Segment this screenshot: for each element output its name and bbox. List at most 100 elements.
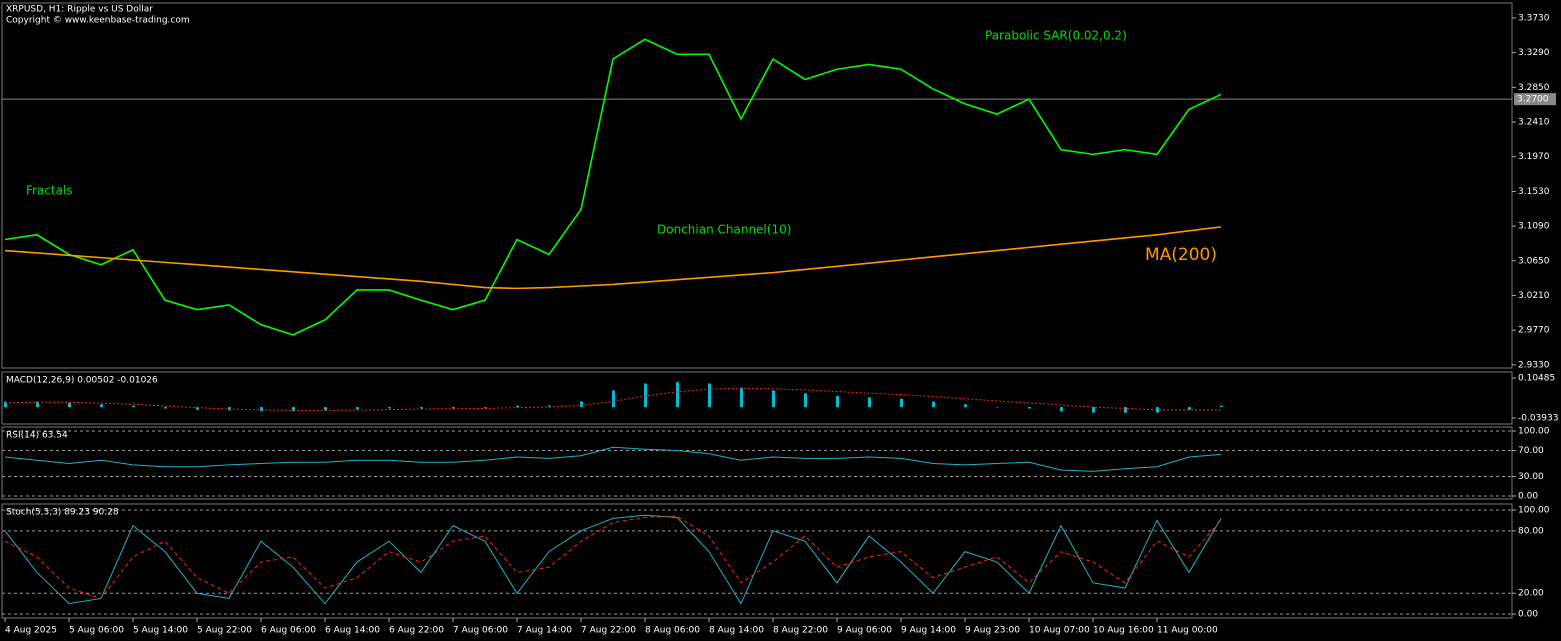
histogram-bar xyxy=(644,383,647,408)
x-tick-label: 9 Aug 14:00 xyxy=(901,626,956,636)
y-tick-label: 100.00 xyxy=(1518,427,1550,437)
histogram-bar xyxy=(548,405,551,408)
chart-title: XRPUSD, H1: Ripple vs US Dollar xyxy=(6,5,153,15)
series-line xyxy=(4,387,1221,411)
series-line xyxy=(4,514,1222,605)
panel-title: Stoch(5,3,3) 89.23 90.28 xyxy=(6,508,119,518)
histogram-bar xyxy=(1092,407,1095,413)
x-tick-label: 7 Aug 14:00 xyxy=(517,626,572,636)
histogram-bar xyxy=(836,395,839,408)
x-tick-label: 6 Aug 06:00 xyxy=(261,626,316,636)
panel-frame xyxy=(1,371,1513,425)
y-tick-label: 2.9330 xyxy=(1518,360,1550,370)
x-tick-label: 5 Aug 22:00 xyxy=(197,626,252,636)
y-tick-label: 80.00 xyxy=(1518,526,1544,536)
panel-title: RSI(14) 63.54 xyxy=(6,431,68,441)
histogram-bar xyxy=(164,407,167,409)
histogram-bar xyxy=(964,404,967,408)
histogram-bar xyxy=(356,407,359,410)
current-price-label: 3.2700 xyxy=(1517,95,1549,105)
histogram-bar xyxy=(612,390,615,408)
histogram-bar xyxy=(196,407,199,410)
y-tick-label: 3.3730 xyxy=(1518,13,1550,23)
histogram-bar xyxy=(292,407,295,412)
current-price-box xyxy=(1514,93,1556,106)
histogram-bar xyxy=(1156,407,1159,413)
y-tick-label: 0.00 xyxy=(1518,610,1538,620)
y-tick-label: 3.1970 xyxy=(1518,152,1550,162)
x-tick-label: 10 Aug 07:00 xyxy=(1029,626,1090,636)
x-tick-label: 5 Aug 14:00 xyxy=(133,626,188,636)
histogram-bar xyxy=(100,404,103,408)
x-tick-label: 7 Aug 06:00 xyxy=(453,626,508,636)
x-tick-label: 9 Aug 23:00 xyxy=(965,626,1020,636)
histogram-bar xyxy=(420,407,423,409)
x-tick-label: 6 Aug 22:00 xyxy=(389,626,444,636)
histogram-bar xyxy=(260,407,263,412)
y-tick-label: 3.1530 xyxy=(1518,187,1550,197)
x-tick-label: 5 Aug 06:00 xyxy=(69,626,124,636)
histogram-bar xyxy=(452,407,455,409)
x-tick-label: 8 Aug 14:00 xyxy=(709,626,764,636)
y-tick-label: 2.9770 xyxy=(1518,326,1550,336)
y-tick-label: 3.3290 xyxy=(1518,48,1550,58)
histogram-bar xyxy=(484,407,487,408)
histogram-bar xyxy=(132,405,135,408)
x-tick-label: 8 Aug 22:00 xyxy=(773,626,828,636)
y-tick-label: 3.2850 xyxy=(1518,83,1550,93)
histogram-bar xyxy=(580,401,583,408)
y-tick-label: 3.1090 xyxy=(1518,222,1550,232)
y-tick-label: 0.10485 xyxy=(1518,374,1555,384)
histogram-bar xyxy=(1124,407,1127,413)
annotation: Fractals xyxy=(26,184,73,198)
series-line xyxy=(4,515,1222,600)
y-tick-label: 3.2410 xyxy=(1518,118,1550,128)
histogram-bar xyxy=(996,407,999,408)
panel-title: MACD(12,26,9) 0.00502 -0.01026 xyxy=(6,376,158,386)
y-tick-label: 100.00 xyxy=(1518,506,1550,516)
y-tick-label: 20.00 xyxy=(1518,589,1544,599)
histogram-bar xyxy=(1220,405,1223,408)
x-tick-label: 8 Aug 06:00 xyxy=(645,626,700,636)
series-line xyxy=(4,446,1222,472)
histogram-bar xyxy=(772,390,775,408)
series-line xyxy=(4,38,1222,336)
histogram-bar xyxy=(388,407,391,409)
y-tick-label: 30.00 xyxy=(1518,472,1544,482)
histogram-bar xyxy=(740,387,743,408)
histogram-bar xyxy=(932,401,935,408)
annotation: MA(200) xyxy=(1145,245,1217,265)
x-tick-label: 11 Aug 00:00 xyxy=(1157,626,1218,636)
x-tick-label: 9 Aug 06:00 xyxy=(837,626,892,636)
y-tick-label: 0.00 xyxy=(1518,492,1538,502)
y-tick-label: 3.0210 xyxy=(1518,291,1550,301)
histogram-bar xyxy=(36,401,39,408)
histogram-bar xyxy=(4,401,7,408)
histogram-bar xyxy=(868,397,871,408)
annotation: Donchian Channel(10) xyxy=(657,223,791,237)
histogram-bar xyxy=(708,383,711,408)
histogram-bar xyxy=(516,405,519,408)
panel-frame xyxy=(1,503,1513,619)
panel-frame xyxy=(1,426,1513,500)
histogram-bar xyxy=(1028,407,1031,409)
x-tick-label: 4 Aug 2025 xyxy=(5,626,57,636)
histogram-bar xyxy=(676,382,679,408)
histogram-bar xyxy=(324,407,327,411)
y-tick-label: 3.0650 xyxy=(1518,256,1550,266)
y-tick-label: -0.03933 xyxy=(1518,413,1558,423)
histogram-bar xyxy=(1188,407,1191,410)
panel-frame xyxy=(1,2,1513,369)
annotation: Parabolic SAR(0.02,0.2) xyxy=(985,29,1127,43)
x-tick-label: 7 Aug 22:00 xyxy=(581,626,636,636)
x-tick-label: 6 Aug 14:00 xyxy=(325,626,380,636)
histogram-bar xyxy=(68,402,71,408)
y-tick-label: 70.00 xyxy=(1518,446,1544,456)
series-line xyxy=(4,226,1222,290)
histogram-bar xyxy=(900,398,903,408)
chart-subtitle: Copyright © www.keenbase-trading.com xyxy=(6,16,190,26)
x-tick-label: 10 Aug 16:00 xyxy=(1093,626,1154,636)
